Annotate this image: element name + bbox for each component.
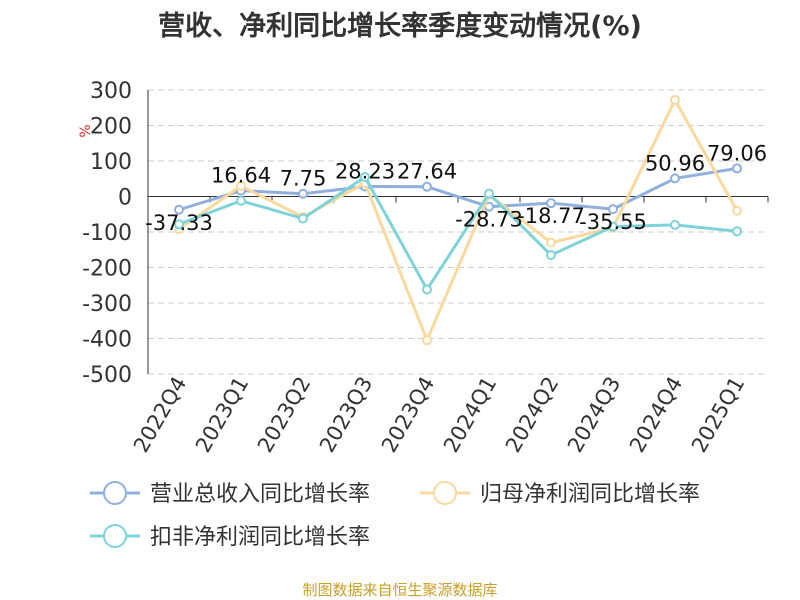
data-point[interactable] bbox=[422, 284, 432, 295]
data-label: 27.64 bbox=[397, 160, 457, 184]
data-point[interactable] bbox=[546, 198, 556, 209]
data-point[interactable] bbox=[608, 221, 618, 232]
data-point[interactable] bbox=[422, 335, 432, 346]
data-point[interactable] bbox=[422, 181, 432, 192]
y-tick-label: -400 bbox=[82, 328, 132, 353]
x-tick-label: 2024Q1 bbox=[439, 373, 501, 457]
data-label: -28.73 bbox=[455, 208, 523, 232]
series-3 bbox=[174, 171, 742, 295]
legend-item-1[interactable]: 营业总收入同比增长率 bbox=[90, 481, 370, 507]
data-point[interactable] bbox=[298, 213, 308, 224]
legend-swatch-marker bbox=[433, 481, 457, 505]
y-tick-label: 300 bbox=[90, 79, 132, 104]
data-point[interactable] bbox=[608, 204, 618, 215]
legend-swatch-marker bbox=[103, 524, 127, 548]
source-note: 制图数据来自恒生聚源数据库 bbox=[302, 581, 498, 599]
x-tick-label: 2023Q1 bbox=[191, 373, 253, 457]
legend-item-3[interactable]: 扣非净利润同比增长率 bbox=[90, 524, 370, 550]
data-label: 16.64 bbox=[211, 164, 271, 188]
data-point[interactable] bbox=[732, 163, 742, 174]
data-point[interactable] bbox=[174, 219, 184, 230]
data-point[interactable] bbox=[236, 180, 246, 191]
data-point[interactable] bbox=[670, 219, 680, 230]
legend-label: 扣非净利润同比增长率 bbox=[150, 525, 370, 550]
y-tick-label: 0 bbox=[118, 186, 132, 211]
grid-lines bbox=[148, 89, 768, 375]
data-label: 79.06 bbox=[707, 141, 767, 165]
legend-label: 归母净利润同比增长率 bbox=[480, 482, 700, 507]
legend-item-2[interactable]: 归母净利润同比增长率 bbox=[420, 481, 700, 507]
data-point[interactable] bbox=[360, 171, 370, 182]
data-point[interactable] bbox=[236, 195, 246, 206]
data-label: 50.96 bbox=[645, 151, 705, 175]
data-point[interactable] bbox=[484, 188, 494, 199]
x-tick-label: 2025Q1 bbox=[687, 373, 749, 457]
data-label: 7.75 bbox=[280, 167, 327, 191]
data-label: -37.33 bbox=[145, 211, 213, 235]
data-point[interactable] bbox=[546, 250, 556, 261]
data-point[interactable] bbox=[670, 94, 680, 105]
y-axis-unit: % bbox=[78, 124, 94, 137]
data-label: -18.77 bbox=[517, 204, 585, 228]
x-tick-label: 2023Q4 bbox=[377, 373, 439, 457]
y-tick-label: 200 bbox=[90, 115, 132, 140]
legend-swatch-marker bbox=[103, 481, 127, 505]
data-point[interactable] bbox=[546, 237, 556, 248]
y-tick-label: -500 bbox=[82, 363, 132, 388]
data-point[interactable] bbox=[732, 205, 742, 216]
series-lines bbox=[174, 94, 742, 346]
series-line bbox=[178, 166, 738, 212]
series-line bbox=[178, 175, 738, 292]
y-tick-label: -100 bbox=[82, 221, 132, 246]
data-labels: -37.33 16.64 7.75 28.23 27.64 -28.73-18.77-35… bbox=[145, 141, 767, 234]
chart-title: 营收、净利同比增长率季度变动情况(%) bbox=[158, 11, 642, 42]
data-point[interactable] bbox=[670, 173, 680, 184]
y-tick-label: -200 bbox=[82, 257, 132, 282]
y-tick-label: 100 bbox=[90, 150, 132, 175]
x-tick-label: 2024Q3 bbox=[563, 373, 625, 457]
x-tick-label: 2023Q2 bbox=[253, 373, 315, 457]
x-tick-label: 2023Q3 bbox=[315, 373, 377, 457]
data-point[interactable] bbox=[732, 226, 742, 237]
series-line bbox=[178, 98, 739, 342]
x-tick-label: 2024Q2 bbox=[501, 373, 563, 457]
x-tick-label: 2022Q4 bbox=[129, 373, 191, 457]
data-point[interactable] bbox=[174, 204, 184, 215]
data-label: 28.23 bbox=[335, 159, 395, 183]
x-tick-label: 2024Q4 bbox=[625, 373, 687, 457]
data-label: -35.55 bbox=[579, 210, 647, 234]
data-point[interactable] bbox=[298, 188, 308, 199]
y-tick-label: -300 bbox=[82, 292, 132, 317]
legend-label: 营业总收入同比增长率 bbox=[150, 482, 370, 507]
